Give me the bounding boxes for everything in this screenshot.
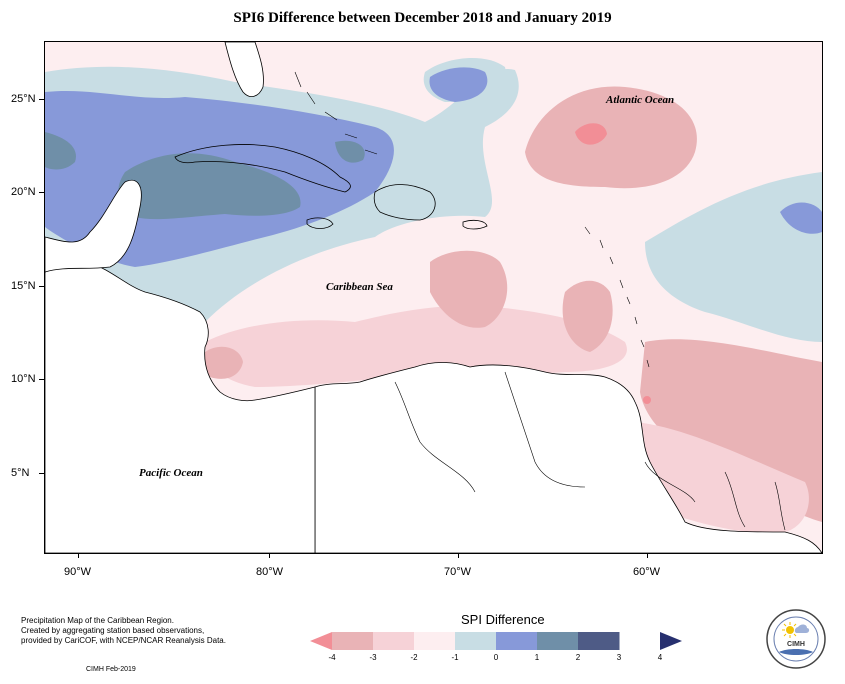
land-jamaica xyxy=(306,217,334,229)
lat-label-20n: 20°N xyxy=(11,186,36,198)
legend-color-cell xyxy=(332,632,374,650)
legend-tick-label: 4 xyxy=(657,653,663,662)
map-footnote: Precipitation Map of the Caribbean Regio… xyxy=(21,616,226,646)
legend-color-cell xyxy=(537,632,579,650)
spi-zone-slate-west xyxy=(45,132,76,170)
land-cuba xyxy=(174,144,351,193)
lat-label-5n: 5°N xyxy=(11,467,30,479)
caribbean-sea-label: Caribbean Sea xyxy=(326,281,393,293)
lat-tick xyxy=(39,473,44,474)
legend-color-cell xyxy=(496,632,538,650)
lon-tick xyxy=(78,553,79,558)
legend-tick-label: -4 xyxy=(328,653,336,662)
legend-title: SPI Difference xyxy=(461,612,545,627)
lon-label-70w: 70°W xyxy=(444,566,472,578)
lat-tick xyxy=(39,379,44,380)
lat-tick xyxy=(39,192,44,193)
lon-tick xyxy=(269,553,270,558)
map-credit: CIMH Feb-2019 xyxy=(86,666,136,673)
pacific-ocean-label: Pacific Ocean xyxy=(139,467,203,479)
lat-tick xyxy=(39,99,44,100)
legend-color-cell xyxy=(414,632,456,650)
land-mexico xyxy=(45,179,142,273)
legend-tick-label: -3 xyxy=(369,653,377,662)
spi-zone-light-blue-east xyxy=(645,172,822,342)
lat-label-10n: 10°N xyxy=(11,373,36,385)
spi-zone-dry-panama xyxy=(202,346,243,379)
legend-tick-label: -1 xyxy=(451,653,459,662)
land-florida xyxy=(224,42,264,97)
land-hispaniola xyxy=(373,184,436,221)
legend-tick-label: 2 xyxy=(575,653,581,662)
legend-tick-label: -2 xyxy=(410,653,418,662)
spi-zone-very-dry-spot xyxy=(643,396,651,404)
land-colombia-venezuela-border xyxy=(394,371,786,531)
lon-label-60w: 60°W xyxy=(633,566,661,578)
lon-tick xyxy=(458,553,459,558)
spi-zone-slate-east xyxy=(335,140,365,163)
land-puerto-rico xyxy=(462,219,488,230)
cimh-logo: CIMH xyxy=(766,609,826,669)
legend-color-cell xyxy=(373,632,415,650)
legend-tick-label: 1 xyxy=(534,653,540,662)
map-title: SPI6 Difference between December 2018 an… xyxy=(233,10,612,26)
spi-zone-dry-caribbean-1 xyxy=(205,305,627,387)
land-south-america xyxy=(314,362,822,553)
spi-zone-very-dry-atlantic xyxy=(575,123,607,145)
spi-zone-slate-center xyxy=(118,153,301,220)
legend-color-cell xyxy=(455,632,497,650)
legend-tick-label: 0 xyxy=(493,653,499,662)
spi-zone-dry-inland xyxy=(635,422,809,533)
footnote-line: provided by CariCOF, with NCEP/NCAR Rean… xyxy=(21,636,226,645)
spi-zone-blue-ne xyxy=(429,67,488,102)
logo-abbr: CIMH xyxy=(787,641,805,648)
lon-label-90w: 90°W xyxy=(64,566,92,578)
lat-tick xyxy=(39,286,44,287)
land-bahamas xyxy=(294,71,378,155)
spi-zone-blue-east xyxy=(780,202,822,234)
legend-min-arrow xyxy=(310,632,332,650)
sun-icon xyxy=(782,622,798,638)
lat-label-25n: 25°N xyxy=(11,93,36,105)
footnote-line: Created by aggregating station based obs… xyxy=(21,626,205,635)
atlantic-ocean-label: Atlantic Ocean xyxy=(606,94,675,106)
lat-label-15n: 15°N xyxy=(11,280,36,292)
legend-color-cell xyxy=(578,632,620,650)
spi-map xyxy=(44,41,823,554)
spi-map-canvas xyxy=(45,42,822,553)
land-lesser-antilles xyxy=(584,226,650,368)
lon-tick xyxy=(647,553,648,558)
spi-zone-dry-caribbean-2 xyxy=(430,250,508,328)
lon-label-80w: 80°W xyxy=(256,566,284,578)
land-central-america xyxy=(45,265,316,553)
spi-zone-dry-caribbean-3 xyxy=(562,280,613,352)
legend-tick-label: 3 xyxy=(616,653,622,662)
spi-zone-dry-atlantic xyxy=(525,86,697,189)
footnote-line: Precipitation Map of the Caribbean Regio… xyxy=(21,616,174,625)
legend-max-arrow xyxy=(660,632,682,650)
legend-colorbar xyxy=(310,632,682,650)
